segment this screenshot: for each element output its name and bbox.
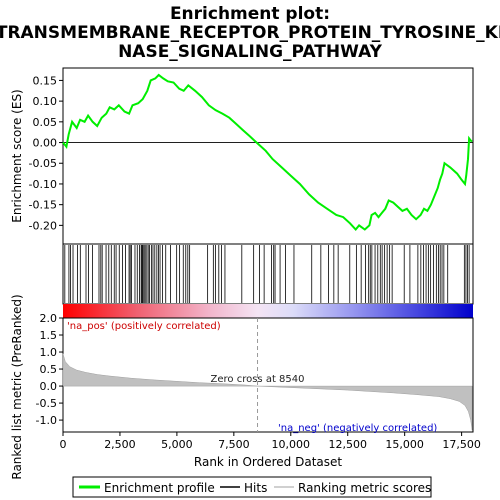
es-y-tick-label: 0.05	[33, 116, 58, 129]
legend: Enrichment profile Hits Ranking metric s…	[72, 476, 432, 498]
title-line-3: NASE_SIGNALING_PATHWAY	[118, 42, 383, 62]
legend-hits-label: Hits	[244, 481, 267, 495]
es-y-axis-label: Enrichment score (ES)	[10, 89, 24, 222]
x-tick-label: 2,500	[104, 438, 136, 451]
es-y-tick-label: -0.10	[29, 178, 57, 191]
es-y-tick-label: 0.15	[33, 74, 58, 87]
title-line-2: TRANSMEMBRANE_RECEPTOR_PROTEIN_TYROSINE_…	[0, 23, 500, 43]
ranking-y-tick-label: 1.5	[40, 329, 58, 342]
es-y-tick-label: 0.00	[33, 137, 58, 150]
x-tick-label: 10,000	[272, 438, 311, 451]
hits-panel-frame	[62, 243, 474, 305]
es-y-tick-label: 0.10	[33, 95, 58, 108]
rank-gradient-bar	[63, 304, 473, 318]
ranking-y-ticks: -1.0 -0.5 0.0 0.5 1.0 1.5 2.0	[36, 312, 63, 427]
ranking-y-tick-label: -0.5	[36, 397, 57, 410]
neg-correlated-label: 'na_neg' (negatively correlated)	[278, 423, 437, 434]
rank-gradient-rect	[63, 304, 473, 318]
x-tick-label: 5,000	[161, 438, 193, 451]
zero-cross-label: Zero cross at 8540	[211, 374, 305, 385]
x-tick-label: 0	[60, 438, 67, 451]
x-tick-label: 17,500	[442, 438, 481, 451]
legend-box	[72, 476, 432, 498]
x-axis-label: Rank in Ordered Dataset	[194, 455, 342, 469]
legend-enrichment-label: Enrichment profile	[104, 481, 215, 495]
hits-panel	[62, 243, 474, 305]
es-panel-frame	[62, 67, 474, 245]
x-tick-label: 7,500	[218, 438, 250, 451]
hit-lines	[64, 245, 470, 303]
ranking-y-axis-label: Ranked list metric (PreRanked)	[10, 294, 24, 479]
ranking-y-tick-label: 0.5	[40, 363, 58, 376]
x-tick-label: 12,500	[328, 438, 367, 451]
es-y-tick-label: -0.15	[29, 199, 57, 212]
ranking-panel: Zero cross at 8540 'na_pos' (positively …	[10, 294, 481, 479]
pos-correlated-label: 'na_pos' (positively correlated)	[67, 321, 221, 332]
enrichment-profile-line	[62, 73, 473, 232]
es-y-ticks: -0.20 -0.15 -0.10 -0.05 0.00 0.05 0.10 0.15	[29, 74, 63, 232]
legend-ranking-label: Ranking metric scores	[298, 481, 431, 495]
ranking-y-tick-label: 2.0	[40, 312, 58, 325]
x-tick-label: 15,000	[385, 438, 424, 451]
ranking-y-tick-label: -1.0	[36, 414, 57, 427]
title-line-1: Enrichment plot:	[170, 4, 330, 24]
es-panel: -0.20 -0.15 -0.10 -0.05 0.00 0.05 0.10 0.15 Enr…	[10, 67, 474, 245]
ranking-y-tick-label: 0.0	[40, 380, 58, 393]
es-y-tick-label: -0.05	[29, 157, 57, 170]
ranking-x-ticks: 0 2,500 5,000 7,500 10,000 12,500 15,000 17,500	[60, 432, 481, 451]
ranking-y-tick-label: 1.0	[40, 346, 58, 359]
es-y-tick-label: -0.20	[29, 219, 57, 232]
ranking-metric-area	[62, 353, 473, 431]
